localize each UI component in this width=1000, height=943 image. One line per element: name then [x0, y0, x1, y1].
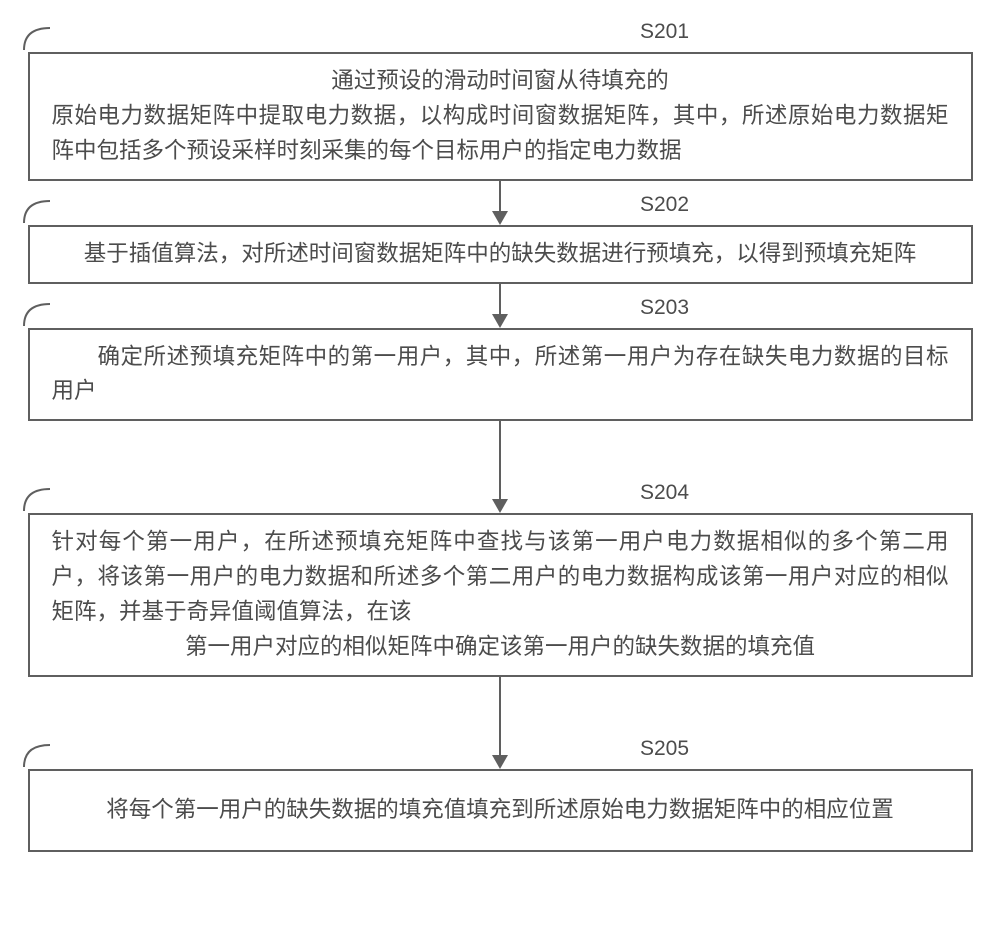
- step-1-body: 原始电力数据矩阵中提取电力数据，以构成时间窗数据矩阵，其中，所述原始电力数据矩阵…: [52, 99, 949, 169]
- step-2-body: 基于插值算法，对所述时间窗数据矩阵中的缺失数据进行预填充，以得到预填充矩阵: [52, 237, 949, 272]
- step-3-body: 确定所述预填充矩阵中的第一用户，其中，所述第一用户为存在缺失电力数据的目标用户: [52, 340, 949, 410]
- step-2-box: 基于插值算法，对所述时间窗数据矩阵中的缺失数据进行预填充，以得到预填充矩阵: [28, 225, 973, 284]
- hook-icon: [20, 296, 56, 328]
- step-5-label: S205: [640, 737, 689, 761]
- step-3: S203 确定所述预填充矩阵中的第一用户，其中，所述第一用户为存在缺失电力数据的…: [20, 328, 980, 422]
- step-3-label: S203: [640, 296, 689, 320]
- step-1-box: 通过预设的滑动时间窗从待填充的 原始电力数据矩阵中提取电力数据，以构成时间窗数据…: [28, 52, 973, 181]
- step-4-label: S204: [640, 481, 689, 505]
- step-4-body-top: 针对每个第一用户，在所述预填充矩阵中查找与该第一用户电力数据相似的多个第二用户，…: [52, 525, 949, 630]
- step-3-box: 确定所述预填充矩阵中的第一用户，其中，所述第一用户为存在缺失电力数据的目标用户: [28, 328, 973, 422]
- step-4-box: 针对每个第一用户，在所述预填充矩阵中查找与该第一用户电力数据相似的多个第二用户，…: [28, 513, 973, 677]
- hook-icon: [20, 20, 56, 52]
- hook-icon: [20, 193, 56, 225]
- step-1-line1: 通过预设的滑动时间窗从待填充的: [52, 64, 949, 99]
- step-4-body-bottom: 第一用户对应的相似矩阵中确定该第一用户的缺失数据的填充值: [52, 630, 949, 665]
- step-5-box: 将每个第一用户的缺失数据的填充值填充到所述原始电力数据矩阵中的相应位置: [28, 769, 973, 852]
- hook-icon: [20, 481, 56, 513]
- step-1: S201 通过预设的滑动时间窗从待填充的 原始电力数据矩阵中提取电力数据，以构成…: [20, 20, 980, 181]
- step-4-label-row: S204: [20, 481, 980, 513]
- step-5-body: 将每个第一用户的缺失数据的填充值填充到所述原始电力数据矩阵中的相应位置: [52, 793, 949, 828]
- step-2-label-row: S202: [20, 193, 980, 225]
- step-5-label-row: S205: [20, 737, 980, 769]
- flowchart-container: S201 通过预设的滑动时间窗从待填充的 原始电力数据矩阵中提取电力数据，以构成…: [20, 20, 980, 852]
- step-1-label: S201: [640, 20, 689, 44]
- step-3-label-row: S203: [20, 296, 980, 328]
- step-1-label-row: S201: [20, 20, 980, 52]
- step-2: S202 基于插值算法，对所述时间窗数据矩阵中的缺失数据进行预填充，以得到预填充…: [20, 225, 980, 284]
- hook-icon: [20, 737, 56, 769]
- step-4: S204 针对每个第一用户，在所述预填充矩阵中查找与该第一用户电力数据相似的多个…: [20, 513, 980, 677]
- step-2-label: S202: [640, 193, 689, 217]
- step-5: S205 将每个第一用户的缺失数据的填充值填充到所述原始电力数据矩阵中的相应位置: [20, 769, 980, 852]
